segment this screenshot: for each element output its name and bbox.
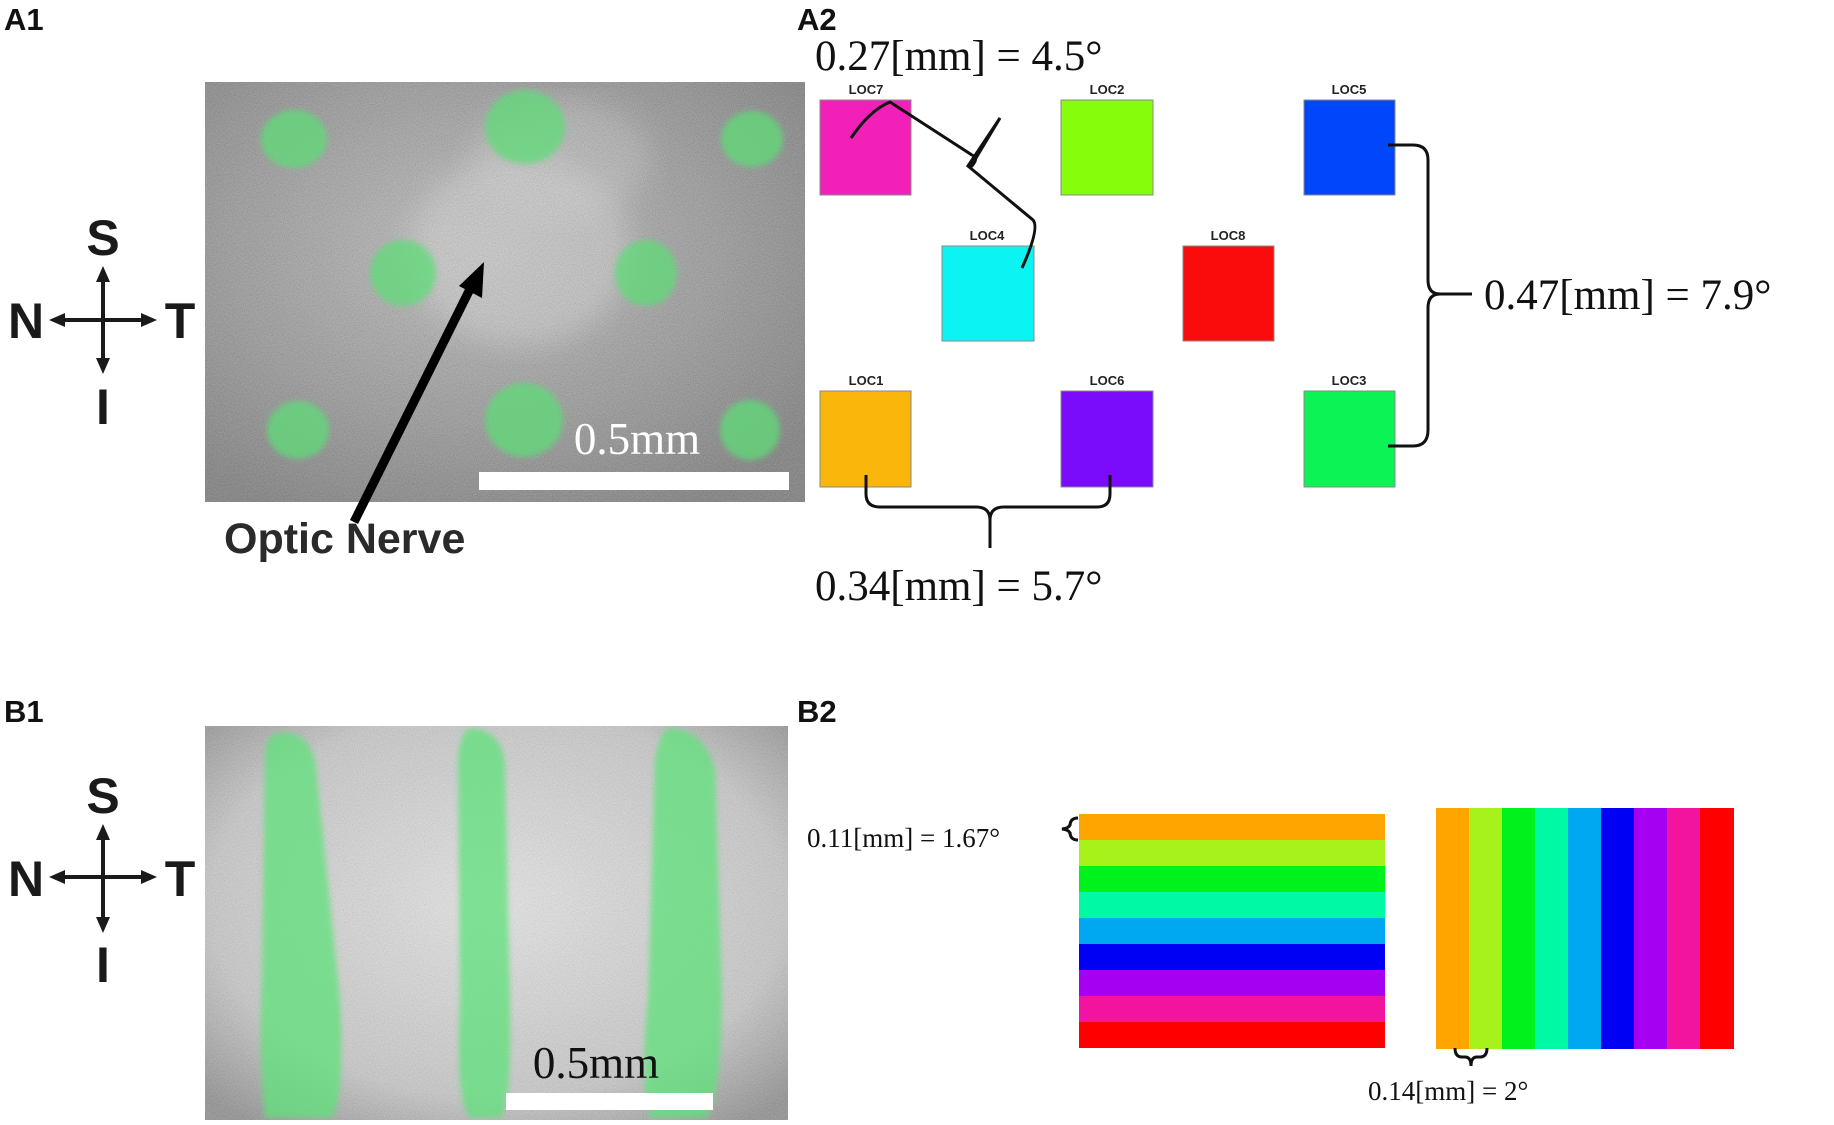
location-grid: LOC7 LOC2 LOC5 LOC4 LOC8 LOC1 LOC6 LOC3	[819, 82, 1396, 488]
loc7-swatch	[819, 99, 912, 196]
panel-label-a1: A1	[4, 2, 44, 37]
v-stripe-5	[1568, 808, 1601, 1049]
loc8-swatch	[1182, 245, 1275, 342]
compass-nasal: N	[8, 851, 44, 907]
h-bar-4	[1079, 892, 1385, 918]
compass-inferior: I	[96, 937, 110, 993]
horizontal-brace	[864, 475, 1112, 548]
compass-temporal: T	[165, 293, 196, 349]
loc3-square: LOC3	[1303, 373, 1396, 488]
compass-temporal: T	[165, 851, 196, 907]
v-stripe-7	[1634, 808, 1667, 1049]
horizontal-distance-label: 0.34[mm] = 5.7°	[815, 563, 1102, 610]
loc8-label: LOC8	[1211, 228, 1246, 243]
vertical-stripes-pattern	[1436, 808, 1734, 1049]
loc5-label: LOC5	[1332, 82, 1367, 97]
diagonal-brace	[849, 100, 1037, 269]
v-stripe-9	[1700, 808, 1734, 1049]
scale-bar-b1	[506, 1093, 713, 1110]
loc8-square: LOC8	[1182, 228, 1275, 342]
stimulation-spots	[261, 90, 783, 460]
compass-inferior: I	[96, 379, 110, 435]
loc7-square: LOC7	[819, 82, 912, 196]
compass-arrows-icon	[49, 266, 157, 374]
loc5-square: LOC5	[1303, 82, 1396, 196]
h-bar-8	[1079, 996, 1385, 1022]
v-stripe-6	[1601, 808, 1634, 1049]
loc3-label: LOC3	[1332, 373, 1367, 388]
vertical-distance-label: 0.47[mm] = 7.9°	[1484, 272, 1771, 319]
panel-label-b2: B2	[797, 694, 837, 729]
loc2-swatch	[1060, 99, 1154, 196]
compass-a1: S I N T	[8, 210, 195, 435]
compass-superior: S	[86, 210, 119, 266]
loc2-square: LOC2	[1060, 82, 1154, 196]
scale-bar-label-b1: 0.5mm	[533, 1038, 659, 1088]
retina-image-b1	[205, 726, 788, 1120]
stripe-width-label: 0.14[mm] = 2°	[1368, 1076, 1528, 1106]
loc4-square: LOC4	[941, 228, 1035, 342]
horizontal-bars-pattern	[1079, 814, 1385, 1048]
loc3-swatch	[1303, 390, 1396, 488]
loc6-swatch	[1060, 390, 1154, 488]
panel-label-a2: A2	[797, 2, 837, 37]
h-bar-6	[1079, 944, 1385, 970]
optic-nerve-label: Optic Nerve	[224, 515, 465, 563]
v-stripe-1	[1436, 808, 1469, 1049]
vertical-brace	[1388, 143, 1472, 448]
scale-bar-label-a1: 0.5mm	[574, 414, 700, 464]
h-bar-7	[1079, 970, 1385, 996]
v-stripe-2	[1469, 808, 1502, 1049]
v-stripe-4	[1535, 808, 1568, 1049]
retina-image-a1	[205, 82, 805, 502]
loc6-square: LOC6	[1060, 373, 1154, 488]
panel-label-b1: B1	[4, 694, 44, 729]
bar-width-label: 0.11[mm] = 1.67°	[807, 823, 1000, 853]
loc2-label: LOC2	[1090, 82, 1125, 97]
bar-width-brace	[1061, 816, 1079, 842]
v-stripe-8	[1667, 808, 1700, 1049]
h-bar-9	[1079, 1022, 1385, 1048]
h-bar-5	[1079, 918, 1385, 944]
loc1-square: LOC1	[819, 373, 912, 488]
optic-nerve-arrow-icon	[349, 262, 484, 525]
compass-b1: S I N T	[8, 768, 195, 993]
loc6-label: LOC6	[1090, 373, 1125, 388]
diagonal-distance-label: 0.27[mm] = 4.5°	[815, 33, 1102, 80]
compass-arrows-icon	[49, 824, 157, 933]
compass-superior: S	[86, 768, 119, 824]
loc4-swatch	[941, 245, 1035, 342]
loc1-label: LOC1	[849, 373, 884, 388]
loc1-swatch	[819, 390, 912, 488]
h-bar-2	[1079, 840, 1385, 866]
compass-nasal: N	[8, 293, 44, 349]
h-bar-1	[1079, 814, 1385, 840]
loc5-swatch	[1303, 99, 1396, 196]
stripe-width-brace	[1453, 1047, 1489, 1067]
loc4-label: LOC4	[970, 228, 1005, 243]
v-stripe-3	[1502, 808, 1535, 1049]
stimulation-stripes	[260, 728, 722, 1118]
h-bar-3	[1079, 866, 1385, 892]
scale-bar-a1	[479, 472, 789, 490]
loc7-label: LOC7	[849, 82, 884, 97]
